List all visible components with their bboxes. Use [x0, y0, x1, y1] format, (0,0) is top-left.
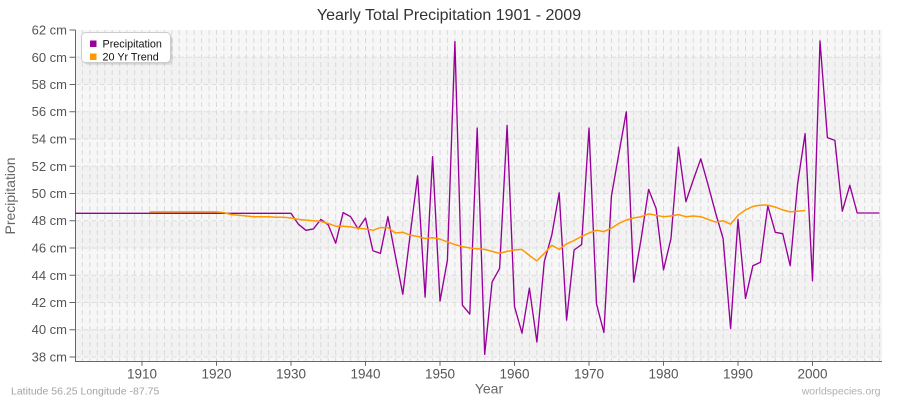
- svg-text:2000: 2000: [797, 366, 827, 381]
- svg-text:38 cm: 38 cm: [32, 350, 67, 365]
- svg-text:44 cm: 44 cm: [32, 268, 67, 283]
- svg-text:Yearly Total Precipitation 190: Yearly Total Precipitation 1901 - 2009: [317, 7, 581, 24]
- svg-text:1910: 1910: [127, 366, 157, 381]
- svg-text:48 cm: 48 cm: [32, 213, 67, 228]
- svg-text:60 cm: 60 cm: [32, 50, 67, 65]
- svg-text:52 cm: 52 cm: [32, 159, 67, 174]
- svg-text:1960: 1960: [499, 366, 529, 381]
- svg-text:50 cm: 50 cm: [32, 186, 67, 201]
- svg-text:58 cm: 58 cm: [32, 77, 67, 92]
- svg-text:Precipitation: Precipitation: [2, 157, 18, 234]
- svg-text:Latitude 56.25 Longitude -87.7: Latitude 56.25 Longitude -87.75: [11, 385, 159, 397]
- svg-text:46 cm: 46 cm: [32, 241, 67, 256]
- svg-text:40 cm: 40 cm: [32, 322, 67, 337]
- svg-text:Year: Year: [475, 381, 504, 397]
- svg-text:54 cm: 54 cm: [32, 132, 67, 147]
- svg-text:1990: 1990: [723, 366, 753, 381]
- svg-text:56 cm: 56 cm: [32, 104, 67, 119]
- svg-text:1930: 1930: [276, 366, 306, 381]
- svg-text:worldspecies.org: worldspecies.org: [801, 385, 881, 397]
- svg-text:1970: 1970: [574, 366, 604, 381]
- svg-text:1940: 1940: [350, 366, 380, 381]
- svg-text:62 cm: 62 cm: [32, 23, 67, 38]
- svg-text:20 Yr Trend: 20 Yr Trend: [103, 52, 159, 64]
- svg-text:42 cm: 42 cm: [32, 295, 67, 310]
- svg-text:1950: 1950: [425, 366, 455, 381]
- svg-text:Precipitation: Precipitation: [103, 38, 162, 50]
- svg-text:1980: 1980: [648, 366, 678, 381]
- svg-text:1920: 1920: [201, 366, 231, 381]
